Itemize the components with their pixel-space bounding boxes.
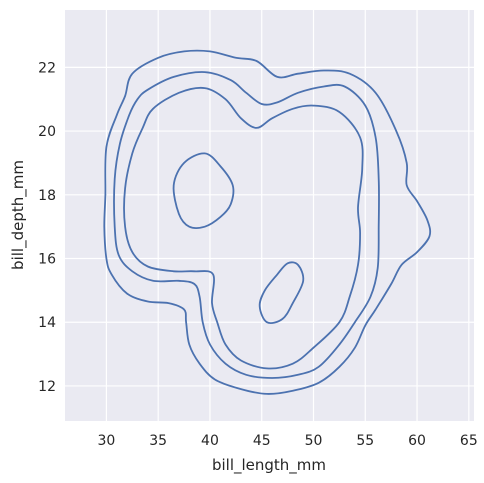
y-tick-label: 14 <box>38 315 56 331</box>
x-tick-label: 40 <box>201 433 219 449</box>
contour-line-4 <box>172 152 235 229</box>
x-tick-label: 35 <box>149 433 167 449</box>
y-tick-label: 20 <box>38 124 56 140</box>
contour-line-1 <box>103 49 432 395</box>
y-tick-label: 18 <box>38 188 56 204</box>
contours <box>103 49 432 395</box>
y-tick-label: 12 <box>38 379 56 395</box>
contour-line-2 <box>113 71 380 379</box>
plot-area <box>65 10 474 421</box>
x-tick-label: 55 <box>356 433 374 449</box>
y-tick-labels: 12 14 16 18 20 22 <box>38 60 56 395</box>
x-tick-label: 45 <box>253 433 271 449</box>
x-tick-label: 65 <box>460 433 478 449</box>
contour-line-3 <box>123 86 364 370</box>
y-tick-label: 22 <box>38 60 56 76</box>
y-axis-label: bill_depth_mm <box>9 160 28 270</box>
x-axis-label: bill_length_mm <box>212 456 326 475</box>
y-tick-label: 16 <box>38 252 56 268</box>
x-tick-labels: 30 35 40 45 50 55 60 65 <box>98 433 478 449</box>
x-tick-label: 60 <box>408 433 426 449</box>
contour-line-5 <box>258 261 305 324</box>
x-tick-label: 50 <box>305 433 323 449</box>
x-tick-label: 30 <box>98 433 116 449</box>
